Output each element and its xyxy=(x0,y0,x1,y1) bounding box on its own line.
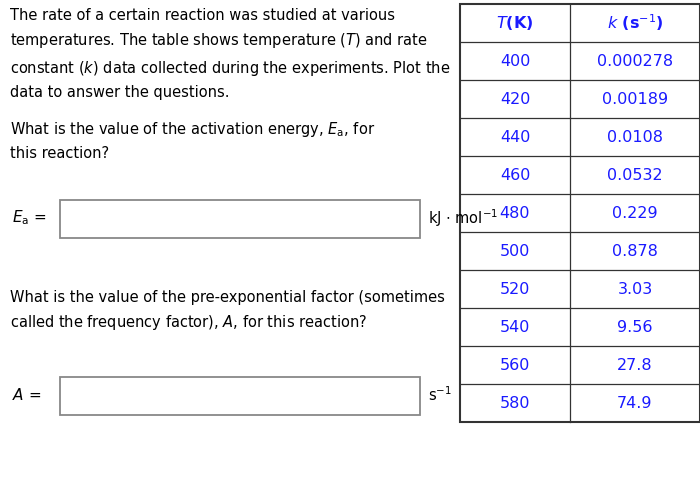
Text: kJ $\cdot$ mol$^{-1}$: kJ $\cdot$ mol$^{-1}$ xyxy=(428,207,498,229)
Text: 500: 500 xyxy=(500,244,530,258)
Text: 27.8: 27.8 xyxy=(617,358,653,372)
Text: 540: 540 xyxy=(500,319,530,335)
Text: 420: 420 xyxy=(500,92,530,106)
Text: 0.00189: 0.00189 xyxy=(602,92,668,106)
Text: The rate of a certain reaction was studied at various
temperatures. The table sh: The rate of a certain reaction was studi… xyxy=(10,8,450,100)
Text: 480: 480 xyxy=(500,206,531,220)
Text: 0.0108: 0.0108 xyxy=(607,129,663,145)
Text: 0.229: 0.229 xyxy=(612,206,658,220)
Text: What is the value of the activation energy, $E_\mathrm{a}$, for
this reaction?: What is the value of the activation ener… xyxy=(10,120,375,161)
Text: $A$ =: $A$ = xyxy=(12,387,41,403)
Text: $\mathit{k}$ (s$^{-1}$): $\mathit{k}$ (s$^{-1}$) xyxy=(607,13,664,33)
Text: 3.03: 3.03 xyxy=(617,281,652,297)
Text: 9.56: 9.56 xyxy=(617,319,652,335)
Bar xyxy=(60,200,420,238)
Text: What is the value of the pre-exponential factor (sometimes
called the frequency : What is the value of the pre-exponential… xyxy=(10,290,445,333)
Text: $\mathit{T}$(K): $\mathit{T}$(K) xyxy=(496,14,533,32)
Text: 560: 560 xyxy=(500,358,530,372)
Text: 0.0532: 0.0532 xyxy=(607,167,663,183)
Bar xyxy=(460,4,700,422)
Text: 74.9: 74.9 xyxy=(617,396,652,410)
Text: 440: 440 xyxy=(500,129,530,145)
Text: 520: 520 xyxy=(500,281,530,297)
Text: 580: 580 xyxy=(500,396,531,410)
Text: 0.000278: 0.000278 xyxy=(597,54,673,68)
Text: s$^{-1}$: s$^{-1}$ xyxy=(428,386,452,404)
Bar xyxy=(60,377,420,415)
Text: 0.878: 0.878 xyxy=(612,244,658,258)
Text: 400: 400 xyxy=(500,54,530,68)
Text: 460: 460 xyxy=(500,167,530,183)
Text: $E_\mathrm{a}$ =: $E_\mathrm{a}$ = xyxy=(12,209,47,227)
